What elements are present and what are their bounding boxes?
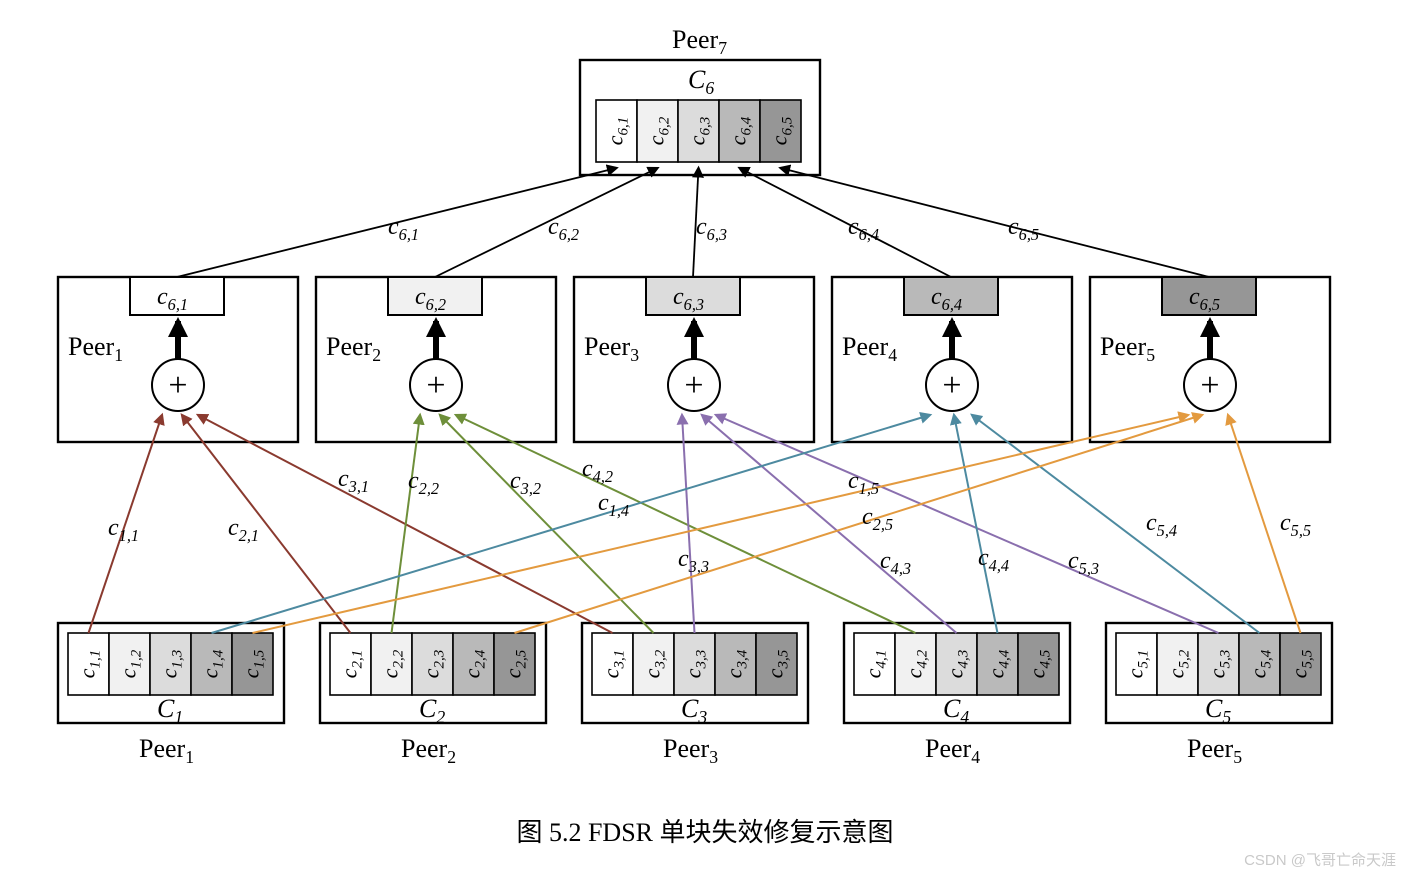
svg-text:C3: C3	[681, 694, 707, 727]
svg-text:Peer3: Peer3	[663, 734, 718, 767]
svg-text:Peer5: Peer5	[1187, 734, 1242, 767]
svg-text:Peer1: Peer1	[68, 332, 123, 365]
svg-text:c6,3: c6,3	[696, 214, 727, 244]
svg-text:c2,1: c2,1	[228, 515, 259, 545]
svg-text:Peer2: Peer2	[326, 332, 381, 365]
svg-text:Peer3: Peer3	[584, 332, 639, 365]
svg-text:c6,5: c6,5	[1008, 214, 1039, 244]
svg-text:C6: C6	[688, 65, 714, 98]
svg-text:c6,2: c6,2	[548, 214, 579, 244]
svg-text:c5,3: c5,3	[1068, 548, 1099, 578]
svg-text:C4: C4	[943, 694, 969, 727]
svg-text:+: +	[168, 367, 187, 404]
svg-text:+: +	[426, 367, 445, 404]
watermark: CSDN @飞哥亡命天涯	[1244, 849, 1396, 870]
svg-text:Peer1: Peer1	[139, 734, 194, 767]
svg-text:c1,5: c1,5	[848, 468, 879, 498]
caption: 图 5.2 FDSR 单块失效修复示意图	[0, 812, 1410, 849]
svg-text:+: +	[684, 367, 703, 404]
svg-text:c3,1: c3,1	[338, 466, 369, 496]
svg-text:Peer4: Peer4	[842, 332, 897, 365]
svg-text:C5: C5	[1205, 694, 1231, 727]
svg-text:c1,1: c1,1	[108, 515, 139, 545]
watermark-text: CSDN @飞哥亡命天涯	[1244, 852, 1396, 869]
svg-text:c5,4: c5,4	[1146, 510, 1177, 540]
svg-text:c6,4: c6,4	[848, 214, 879, 244]
fdsr-diagram: Peer7C6c6,1c6,2c6,3c6,4c6,5Peer1c6,1+Pee…	[0, 0, 1410, 880]
caption-text: 图 5.2 FDSR 单块失效修复示意图	[516, 818, 893, 847]
svg-text:c4,2: c4,2	[582, 456, 613, 486]
svg-text:Peer2: Peer2	[401, 734, 456, 767]
svg-text:C1: C1	[157, 694, 183, 727]
svg-text:+: +	[1200, 367, 1219, 404]
svg-text:C2: C2	[419, 694, 445, 727]
svg-text:c2,5: c2,5	[862, 504, 893, 534]
svg-text:+: +	[942, 367, 961, 404]
svg-text:c3,2: c3,2	[510, 468, 541, 498]
svg-text:Peer5: Peer5	[1100, 332, 1155, 365]
svg-text:Peer7: Peer7	[672, 25, 727, 58]
svg-text:c3,3: c3,3	[678, 546, 709, 576]
svg-text:c5,5: c5,5	[1280, 510, 1311, 540]
svg-text:Peer4: Peer4	[925, 734, 980, 767]
svg-text:c2,2: c2,2	[408, 468, 439, 498]
svg-text:c4,4: c4,4	[978, 545, 1009, 575]
svg-text:c4,3: c4,3	[880, 548, 911, 578]
